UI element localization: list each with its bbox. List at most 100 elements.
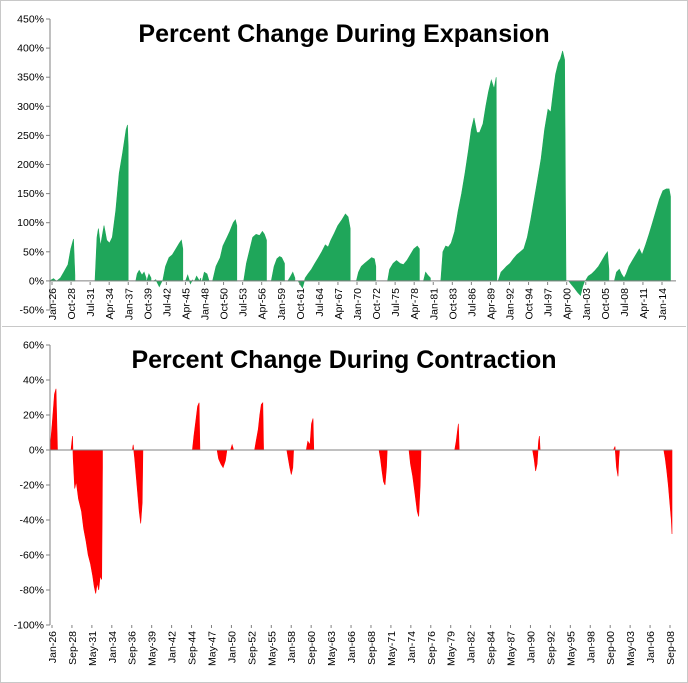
expansion-ytick-label: 150% <box>17 188 44 200</box>
contraction-series <box>49 388 673 594</box>
contraction-xtick-label: Sep-52 <box>246 631 258 665</box>
expansion-ytick-label: 400% <box>17 43 44 55</box>
contraction-xtick-label: Sep-92 <box>545 631 557 665</box>
contraction-ytick-label: -20% <box>19 480 44 492</box>
expansion-ytick-label: 300% <box>17 101 44 113</box>
contraction-xtick-label: Sep-76 <box>426 631 438 665</box>
contraction-xtick-label: May-79 <box>446 631 458 666</box>
expansion-xtick-label: Jul-08 <box>619 288 631 317</box>
expansion-ytick-label: -50% <box>19 305 44 317</box>
expansion-area-21 <box>584 250 610 282</box>
expansion-ytick-label: 100% <box>17 217 44 229</box>
expansion-xtick-label: Apr-34 <box>104 288 116 320</box>
contraction-ytick-label: 20% <box>23 410 44 422</box>
expansion-series <box>49 50 671 297</box>
expansion-xtick-label: Jul-53 <box>238 288 250 317</box>
contraction-xtick-label: Sep-68 <box>366 631 378 665</box>
contraction-xtick-label: Sep-60 <box>306 631 318 665</box>
contraction-xtick-label: Sep-08 <box>665 631 677 665</box>
contraction-xtick-label: Jan-82 <box>466 631 478 663</box>
expansion-area-15 <box>356 257 377 282</box>
expansion-ytick-label: 350% <box>17 72 44 84</box>
expansion-xtick-label: Oct-05 <box>600 288 612 320</box>
expansion-xtick-label: Jul-97 <box>543 288 555 317</box>
contraction-area-3 <box>192 402 201 451</box>
expansion-ytick-label: 50% <box>23 246 44 258</box>
contraction-xtick-label: Jan-90 <box>525 631 537 663</box>
expansion-xtick-label: Jan-92 <box>505 288 517 320</box>
expansion-xtick-label: Oct-94 <box>524 288 536 320</box>
contraction-xtick-label: Jan-34 <box>107 631 119 663</box>
contraction-xtick-label: Sep-44 <box>187 631 199 665</box>
expansion-ytick-label: 250% <box>17 130 44 142</box>
contraction-area-9 <box>378 449 388 486</box>
contraction-xtick-label: May-71 <box>386 631 398 666</box>
expansion-xtick-label: Apr-45 <box>180 288 192 320</box>
expansion-xtick-label: Oct-28 <box>66 288 78 320</box>
contraction-xtick-label: Jan-74 <box>406 631 418 663</box>
contraction-area-14 <box>663 449 673 535</box>
contraction-ytick-label: -40% <box>19 515 44 527</box>
expansion-xtick-label: Jan-48 <box>200 288 212 320</box>
expansion-xtick-label: Oct-50 <box>219 288 231 320</box>
contraction-chart-title: Percent Change During Contraction <box>131 346 556 374</box>
contraction-xtick-label: Sep-84 <box>486 631 498 665</box>
expansion-xtick-label: Jan-14 <box>657 288 669 320</box>
expansion-xtick-label: Oct-39 <box>142 288 154 320</box>
contraction-xtick-label: Sep-00 <box>605 631 617 665</box>
contraction-xtick-label: May-03 <box>625 631 637 666</box>
expansion-xtick-label: Apr-67 <box>333 288 345 320</box>
contraction-ytick-label: -100% <box>14 620 44 632</box>
expansion-xtick-label: Jul-42 <box>161 288 173 317</box>
expansion-area-13 <box>287 271 296 282</box>
expansion-ytick-label: 200% <box>17 159 44 171</box>
contraction-area-0 <box>49 388 58 451</box>
contraction-area-6 <box>254 402 264 451</box>
expansion-xtick-label: Jan-37 <box>123 288 135 320</box>
expansion-xtick-label: Jan-70 <box>352 288 364 320</box>
contraction-xtick-label: Sep-28 <box>67 631 79 665</box>
expansion-xtick-label: Oct-61 <box>295 288 307 320</box>
contraction-ytick-label: -80% <box>19 585 44 597</box>
expansion-area-8 <box>194 275 202 282</box>
contraction-xtick-label: Jan-26 <box>47 631 59 663</box>
expansion-ytick-label: 0% <box>29 275 44 287</box>
expansion-xtick-label: Jul-64 <box>314 288 326 317</box>
expansion-xtick-label: Apr-00 <box>562 288 574 320</box>
contraction-area-7 <box>286 449 294 475</box>
expansion-xtick-label: Apr-11 <box>638 288 650 319</box>
expansion-xtick-label: Oct-72 <box>371 288 383 320</box>
contraction-xtick-label: May-39 <box>147 631 159 666</box>
expansion-xtick-label: Jul-86 <box>466 288 478 317</box>
expansion-xtick-label: Jan-59 <box>276 288 288 320</box>
contraction-xtick-label: Jan-06 <box>645 631 657 663</box>
expansion-ytick-label: 450% <box>17 14 44 26</box>
expansion-area-9 <box>201 271 210 282</box>
contraction-area-8 <box>305 418 315 451</box>
expansion-area-2 <box>94 124 129 282</box>
contraction-xtick-label: May-47 <box>206 631 218 666</box>
expansion-xtick-label: Jan-81 <box>428 288 440 320</box>
expansion-xtick-label: Oct-83 <box>447 288 459 320</box>
contraction-area-12 <box>532 435 541 472</box>
contraction-xtick-label: May-87 <box>506 631 518 666</box>
expansion-xtick-label: Apr-78 <box>409 288 421 320</box>
expansion-area-18 <box>440 77 498 282</box>
contraction-ytick-label: 60% <box>23 340 44 352</box>
expansion-area-19 <box>497 50 567 282</box>
expansion-xtick-label: Apr-89 <box>485 288 497 320</box>
contraction-area-5 <box>230 443 234 451</box>
contraction-area-10 <box>408 449 422 517</box>
expansion-area-7 <box>185 274 193 285</box>
expansion-xtick-label: Jan-26 <box>47 288 59 320</box>
expansion-area-16 <box>387 245 420 282</box>
contraction-ytick-label: 40% <box>23 375 44 387</box>
contraction-ytick-label: -60% <box>19 550 44 562</box>
contraction-xtick-label: May-95 <box>565 631 577 666</box>
contraction-chart-panel: Percent Change During Contraction -100% -… <box>2 328 686 682</box>
expansion-area-22 <box>614 188 671 282</box>
expansion-area-1 <box>56 238 76 282</box>
contraction-ytick-label: 0% <box>29 445 44 457</box>
contraction-xtick-label: Jan-58 <box>286 631 298 663</box>
